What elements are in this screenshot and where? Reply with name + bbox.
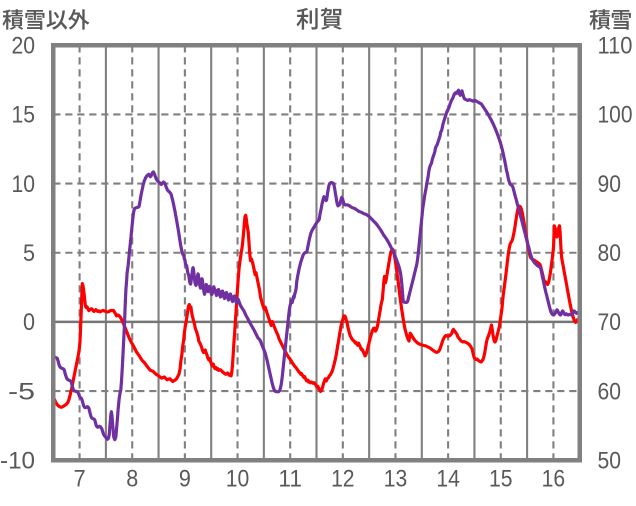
- svg-text:90: 90: [598, 171, 622, 198]
- svg-text:5: 5: [23, 240, 35, 267]
- svg-text:110: 110: [598, 33, 633, 60]
- svg-text:15: 15: [12, 102, 36, 129]
- svg-text:15: 15: [489, 465, 513, 492]
- svg-text:80: 80: [598, 240, 622, 267]
- svg-text:-5: -5: [8, 378, 35, 405]
- svg-text:7: 7: [74, 465, 86, 492]
- svg-text:-10: -10: [0, 448, 35, 475]
- svg-text:8: 8: [126, 465, 138, 492]
- svg-text:14: 14: [436, 465, 460, 492]
- svg-text:10: 10: [12, 171, 36, 198]
- svg-text:70: 70: [598, 309, 622, 336]
- svg-text:13: 13: [384, 465, 408, 492]
- svg-text:12: 12: [331, 465, 355, 492]
- svg-text:60: 60: [598, 378, 622, 405]
- svg-text:0: 0: [23, 309, 35, 336]
- svg-text:9: 9: [179, 465, 191, 492]
- svg-text:100: 100: [598, 102, 633, 129]
- svg-text:50: 50: [598, 448, 622, 475]
- svg-text:11: 11: [278, 465, 302, 492]
- svg-text:10: 10: [226, 465, 250, 492]
- svg-text:20: 20: [12, 33, 36, 60]
- svg-text:16: 16: [542, 465, 566, 492]
